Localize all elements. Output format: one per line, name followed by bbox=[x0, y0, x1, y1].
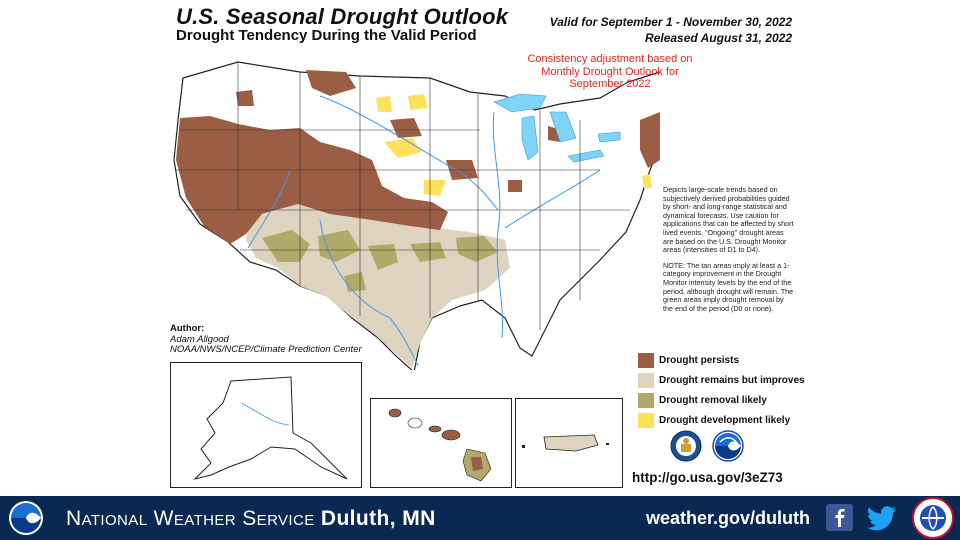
mississippi-river bbox=[492, 111, 503, 339]
twitter-icon[interactable] bbox=[866, 503, 898, 533]
drought-development-region bbox=[384, 138, 422, 158]
drought-removal-region bbox=[456, 236, 498, 262]
legend-label: Drought remains but improves bbox=[659, 374, 805, 386]
drought-removal-region bbox=[262, 230, 310, 262]
conus-map bbox=[173, 61, 660, 370]
drought-persists-region bbox=[176, 116, 448, 244]
puerto-rico-map bbox=[522, 434, 609, 452]
drought-development-region bbox=[408, 94, 428, 110]
legend-item-removal: Drought removal likely bbox=[638, 392, 805, 408]
noaa-logo-icon bbox=[712, 430, 744, 462]
map-description: Depicts large-scale trends based on subj… bbox=[663, 185, 795, 320]
great-lake-huron bbox=[549, 111, 577, 143]
drought-removal-region bbox=[410, 242, 446, 262]
drought-persists-region bbox=[236, 90, 254, 106]
legend-item-persists: Drought persists bbox=[638, 352, 805, 368]
noaa-footer-logo-icon bbox=[9, 501, 43, 535]
rio-grande bbox=[319, 219, 419, 367]
commerce-seal-icon bbox=[670, 430, 702, 462]
legend-label: Drought development likely bbox=[659, 414, 791, 426]
drought-improves-region bbox=[246, 204, 510, 368]
nws-logo-icon bbox=[912, 497, 954, 539]
drought-development-region bbox=[642, 174, 652, 188]
inset-alaska bbox=[170, 362, 362, 488]
office-prefix: National Weather Service bbox=[66, 507, 315, 530]
footer-banner: National Weather Service Duluth, MN weat… bbox=[0, 496, 960, 540]
drought-persists-region bbox=[390, 118, 422, 138]
facebook-icon[interactable] bbox=[826, 504, 853, 531]
colorado-river bbox=[247, 169, 291, 249]
great-lake-ontario bbox=[597, 131, 621, 143]
legend-item-improves: Drought remains but improves bbox=[638, 372, 805, 388]
hawaii-map bbox=[388, 408, 492, 482]
author-org: NOAA/NWS/NCEP/Climate Prediction Center bbox=[170, 344, 362, 355]
outlook-link[interactable]: http://go.usa.gov/3eZ73 bbox=[632, 470, 783, 485]
inset-hawaii bbox=[370, 398, 512, 488]
legend-label: Drought removal likely bbox=[659, 394, 767, 406]
legend-label: Drought persists bbox=[659, 354, 740, 366]
legend-item-development: Drought development likely bbox=[638, 412, 805, 428]
description-note: NOTE: The tan areas imply at least a 1-c… bbox=[663, 260, 794, 313]
map-title: U.S. Seasonal Drought Outlook bbox=[176, 4, 509, 29]
great-lake-erie bbox=[567, 149, 605, 163]
legend-swatch bbox=[638, 372, 654, 388]
legend-swatch bbox=[638, 412, 654, 428]
ohio-river bbox=[504, 169, 601, 229]
legend-swatch bbox=[638, 352, 654, 368]
footer-office: National Weather Service Duluth, MN bbox=[66, 507, 436, 531]
inset-puerto-rico bbox=[515, 398, 623, 488]
map-subtitle: Drought Tendency During the Valid Period bbox=[176, 27, 477, 44]
author-label: Author: bbox=[170, 323, 205, 334]
missouri-river bbox=[319, 95, 499, 211]
author-name: Adam Allgood bbox=[170, 333, 229, 345]
consistency-note: Consistency adjustment based on Monthly … bbox=[527, 53, 693, 90]
description-paragraph: Depicts large-scale trends based on subj… bbox=[663, 185, 794, 255]
great-lake-michigan bbox=[521, 115, 539, 161]
drought-removal-region bbox=[368, 244, 398, 270]
drought-development-region bbox=[424, 180, 446, 196]
alaska-map bbox=[193, 376, 348, 480]
great-lake-superior bbox=[493, 93, 547, 113]
valid-dates: Valid for September 1 - November 30, 202… bbox=[549, 15, 792, 29]
author-block: Author: Adam Allgood NOAA/NWS/NCEP/Clima… bbox=[170, 323, 362, 356]
drought-removal-region bbox=[318, 230, 360, 262]
legend-swatch bbox=[638, 392, 654, 408]
release-date: Released August 31, 2022 bbox=[645, 31, 792, 45]
drought-persists-region bbox=[508, 180, 522, 192]
footer-website[interactable]: weather.gov/duluth bbox=[646, 508, 811, 528]
office-name: Duluth, MN bbox=[320, 507, 436, 530]
drought-development-region bbox=[376, 96, 392, 112]
drought-persists-region bbox=[640, 112, 660, 168]
valid-period: Valid for September 1 - November 30, 202… bbox=[550, 14, 792, 46]
legend: Drought persists Drought remains but imp… bbox=[638, 352, 805, 432]
drought-persists-region bbox=[306, 70, 356, 96]
